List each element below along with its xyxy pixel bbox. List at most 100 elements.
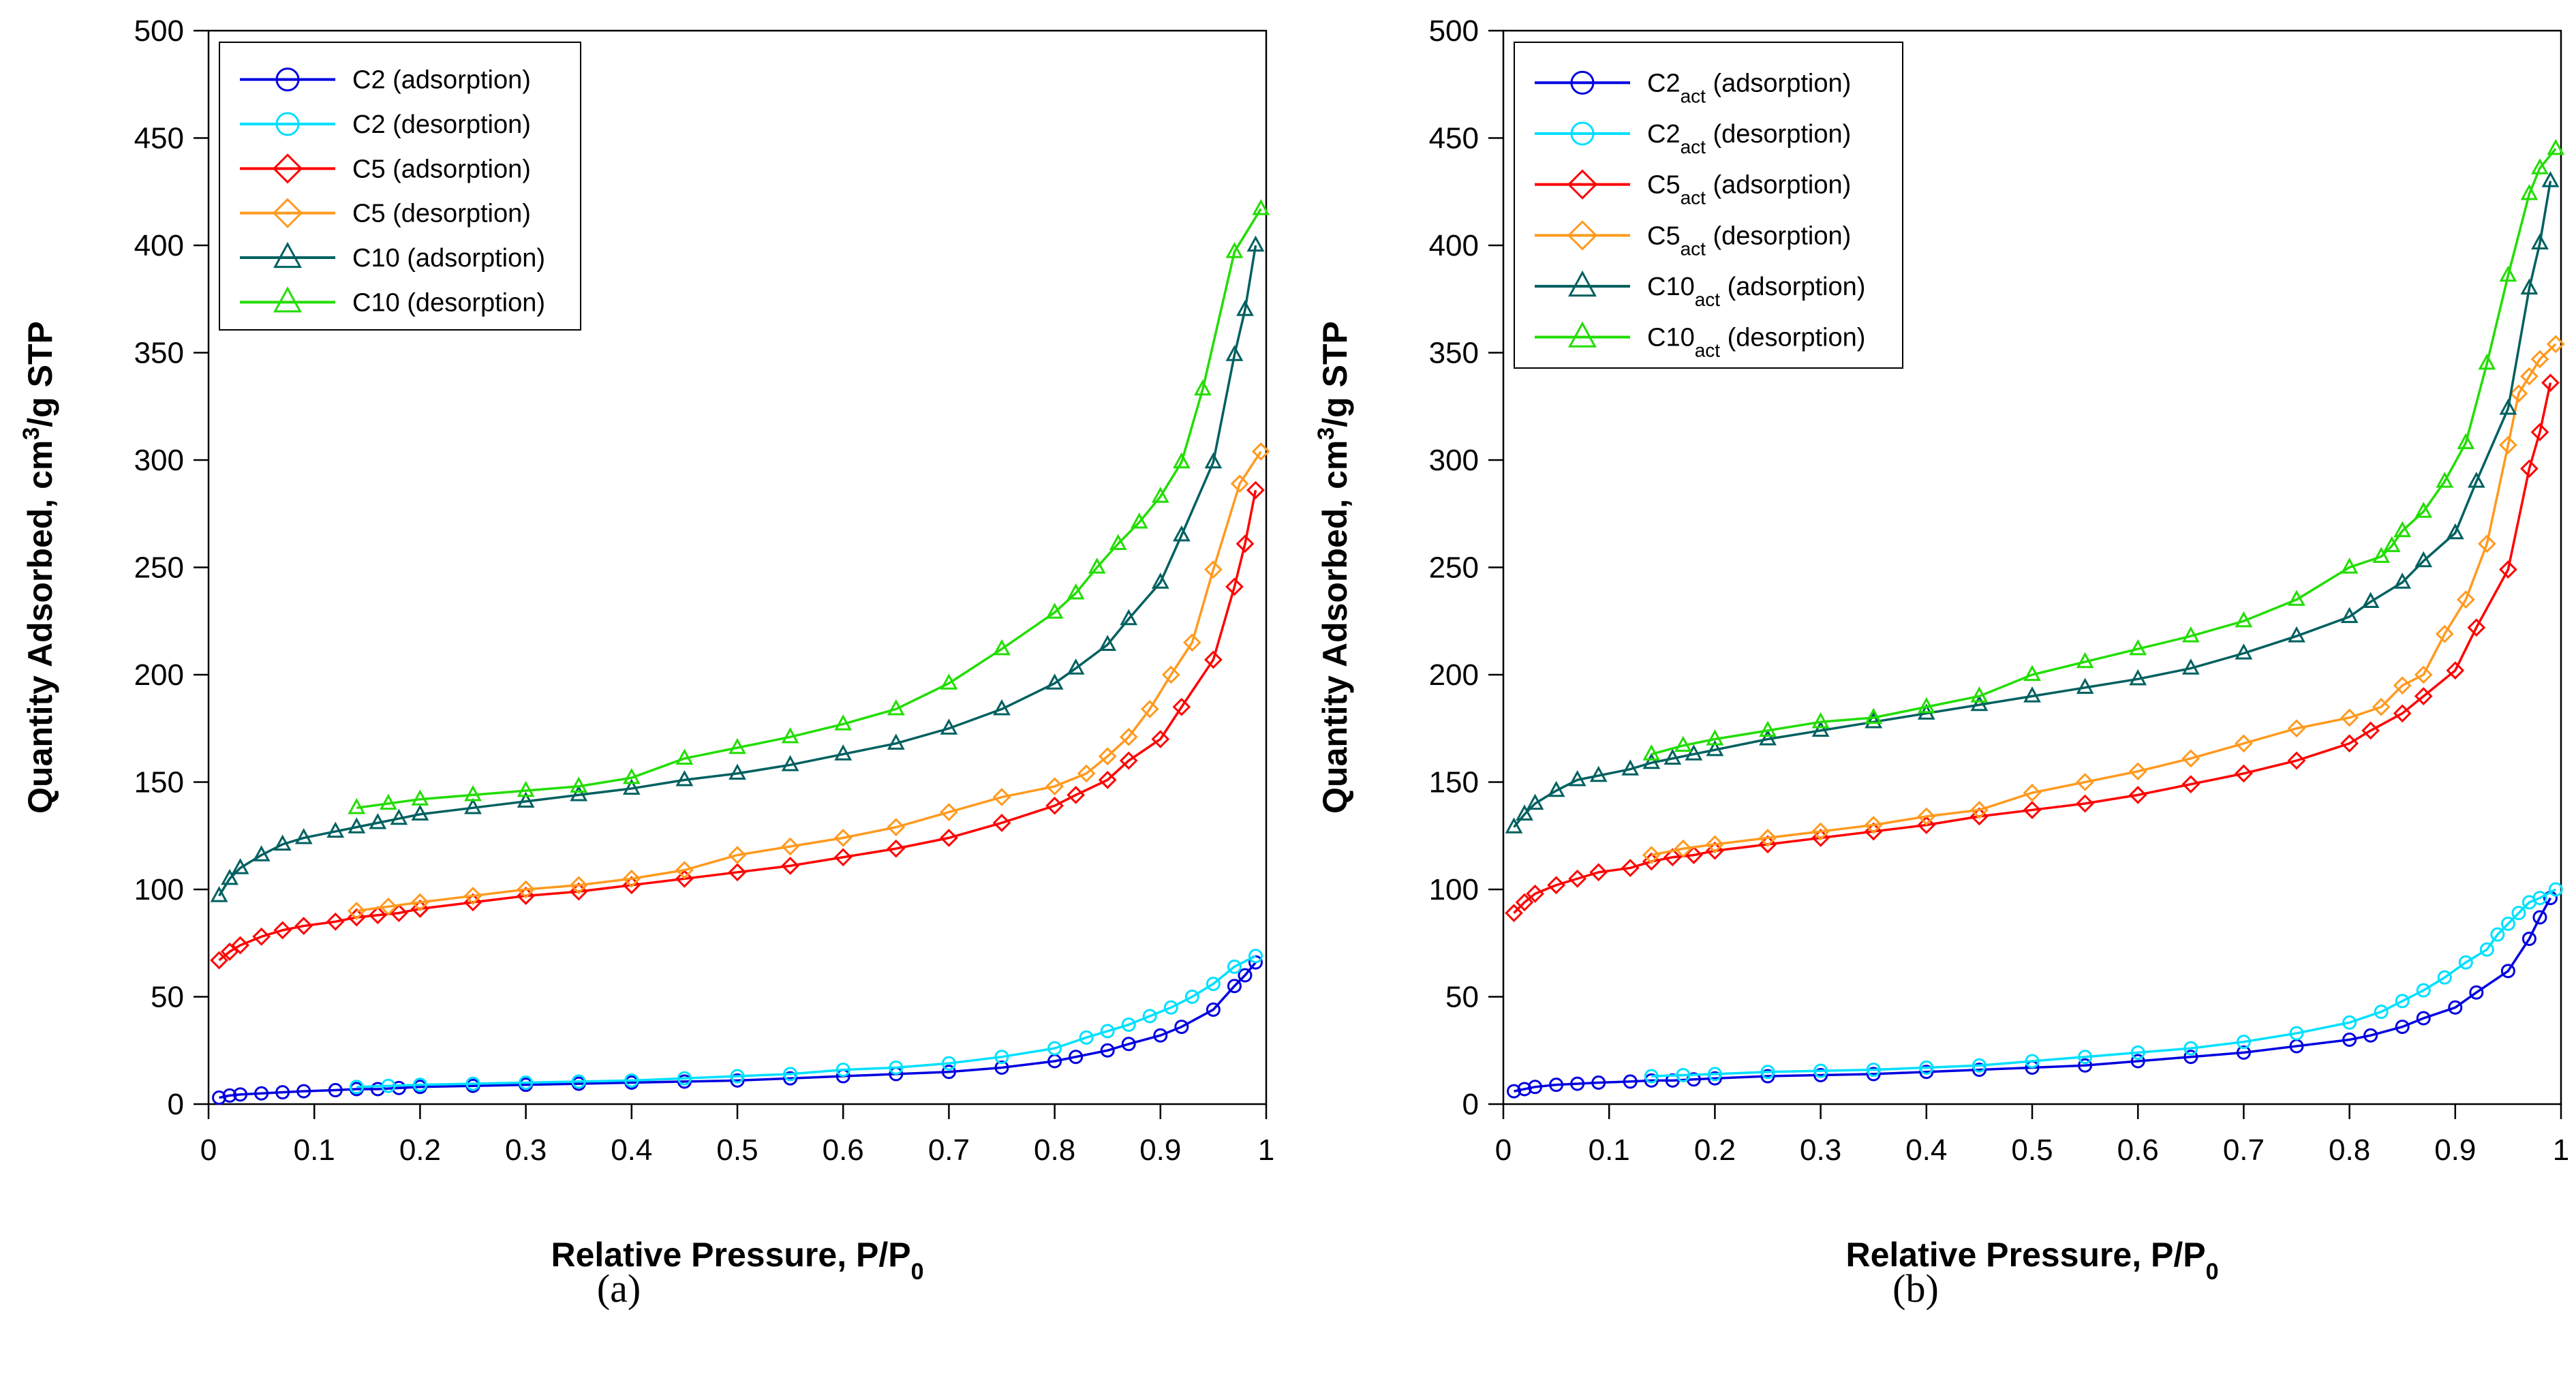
chart1-data-point-c10_des [887, 699, 905, 716]
chart1-data-point-c5_ads [326, 912, 345, 931]
chart2-x-tick-label: 0.4 [1905, 1133, 1947, 1167]
chart1-data-point-c10_ads [1151, 572, 1169, 589]
chart2-data-point-c2_des [2183, 1041, 2198, 1056]
chart2-data-point-c10_ads [2340, 607, 2359, 624]
chart2-data-point-c5_des [2530, 350, 2549, 369]
chart1-data-point-c2_des [889, 1060, 904, 1075]
chart1-data-point-c2_ads [222, 1088, 237, 1103]
chart1-data-point-c5_des [411, 893, 429, 912]
chart2-data-point-c10_ads [1516, 804, 1533, 821]
chart2-data-point-c5_des [2023, 783, 2042, 802]
chart2-data-point-c5_des [2372, 697, 2391, 716]
chart2-series-c2_des [1644, 882, 2563, 1084]
chart2-legend-entry-label: C2act (adsorption) [1647, 69, 1851, 106]
chart1-data-point-c10_des [1193, 379, 1212, 396]
chart2-legend-entry-subscript: act [1681, 136, 1706, 157]
chart2-data-point-c2_ads [2500, 964, 2515, 979]
chart2-data-point-c10_ads [2361, 592, 2380, 609]
chart2-data-point-c5_ads [2287, 751, 2306, 770]
chart1-legend-swatch-marker [273, 241, 302, 269]
chart1-legend-entry-label: C2 (adsorption) [352, 66, 531, 95]
chart2-data-point-c5_ads [1917, 816, 1936, 834]
chart2-data-point-c5_ads [1684, 846, 1703, 864]
chart1-data-point-c2_ads [783, 1071, 798, 1086]
chart1-data-point-c2_des [412, 1078, 427, 1093]
chart1-data-point-c10_ads [1120, 609, 1138, 626]
chart2-y-tick-label: 100 [1429, 873, 1479, 906]
chart1-data-point-c2_ads [1238, 968, 1253, 983]
chart1-data-point-c10_ads [348, 817, 366, 834]
chart1-data-point-c10_ads [411, 804, 429, 821]
chart2-series-line-c10_des [1651, 148, 2557, 756]
chart2-data-point-c2_ads [2395, 1020, 2410, 1035]
chart1-data-point-c10_ads [273, 834, 292, 851]
chart2-data-point-c5_des [2435, 624, 2454, 643]
chart2-data-point-c2_ads [1623, 1074, 1638, 1089]
chart1-data-point-c5_ads [210, 951, 228, 970]
chart2-data-point-c2_des [2521, 895, 2536, 910]
chart1-data-point-c2_ads [1121, 1037, 1136, 1052]
chart2-data-point-c10_des [1970, 686, 1989, 703]
chart1-x-tick-label: 0.5 [716, 1133, 758, 1167]
chart1-data-point-c10_des [1045, 602, 1064, 619]
chart2-data-point-c10_des [2499, 265, 2517, 282]
chart1-data-point-c5_ads [1098, 770, 1117, 789]
chart1-data-point-c10_ads [570, 785, 588, 802]
chart1-data-point-c5_des [1182, 633, 1201, 652]
chart1-data-point-c2_ads [1153, 1028, 1168, 1043]
chart2-legend-entry-label: C2act (desorption) [1647, 120, 1851, 157]
chart2-data-point-c10_des [2382, 536, 2401, 553]
chart2-data-point-c2_des [2500, 916, 2515, 931]
chart1-legend-entry-suffix: (desorption) [386, 110, 531, 139]
chart1-data-point-c5_ads [368, 906, 387, 925]
chart2-data-point-c2_des [2078, 1050, 2093, 1065]
chart1-data-point-c5_des [569, 876, 588, 895]
chart2-data-point-c10_ads [1811, 720, 1830, 737]
chart2-data-point-c10_ads [1865, 712, 1883, 729]
chart2-data-point-c2_des [1760, 1065, 1775, 1080]
chart1-data-point-c2_des [1142, 1009, 1157, 1024]
chart2-data-point-c2_ads [2078, 1058, 2093, 1073]
chart2-data-point-c10_ads [2235, 643, 2253, 660]
chart2-legend-box [1514, 42, 1903, 369]
chart1-data-point-c10_ads [210, 886, 228, 902]
chart2-data-point-c10_ads [2023, 686, 2041, 703]
chart2-data-point-c5_des [2340, 708, 2359, 727]
chart1-data-point-c2_ads [1227, 979, 1242, 994]
chart2-data-point-c5_des [1706, 835, 1724, 854]
chart1-data-point-c5_ads [781, 856, 799, 875]
chart1-data-point-c10_ads [675, 769, 694, 787]
chart2-data-point-c5_ads [2340, 734, 2359, 753]
chart1-legend-entry-label: C5 (adsorption) [352, 155, 531, 183]
chart2-data-point-c2_ads [2521, 931, 2536, 946]
chart2-data-point-c2_des [1813, 1063, 1828, 1078]
chart1-y-axis-label-text: Quantity Adsorbed, cm [21, 440, 59, 814]
chart2-legend-entry-subscript: act [1681, 85, 1706, 106]
chart1-series-c2_des [349, 949, 1263, 1095]
chart1-data-point-c2_des [994, 1050, 1009, 1065]
chart1-data-point-c10_des [729, 737, 746, 754]
chart1-data-point-c10_ads [1236, 300, 1254, 316]
chart2-data-point-c10_des [2023, 665, 2041, 682]
chart2-x-tick-label: 0 [1495, 1133, 1512, 1167]
chart1-data-point-c5_ads [1151, 730, 1170, 748]
chart1-data-point-c5_ads [231, 936, 249, 955]
chart2-data-point-c10_ads [1621, 759, 1640, 776]
chart1-x-tick-label: 0.2 [399, 1133, 441, 1167]
chart2-legend-entry-label: C5act (adsorption) [1647, 171, 1851, 209]
chart1-data-point-c2_des [1248, 949, 1263, 964]
chart2-x-tick-label: 0.5 [2011, 1133, 2053, 1167]
chart1-data-point-c2_des [465, 1076, 480, 1091]
chart2-data-point-c10_des [1811, 712, 1830, 729]
chart1-data-point-c5_ads [220, 942, 239, 961]
chart1-series-c5_des [347, 442, 1270, 920]
chart2-series-line-c5_ads [1513, 382, 2552, 914]
chart2-data-point-c10_ads [2076, 677, 2094, 694]
chart1-legend-entry-suffix: (desorption) [400, 288, 545, 317]
chart2-data-point-c10_des [2457, 433, 2475, 449]
chart2-data-point-c5_des [2181, 749, 2201, 768]
chart1-x-tick-label: 0.1 [294, 1133, 335, 1167]
chart1-y-tick-label: 400 [134, 229, 184, 262]
chart2-legend-entry-base: C2 [1647, 120, 1681, 149]
chart1-data-point-c10_des [517, 780, 535, 797]
